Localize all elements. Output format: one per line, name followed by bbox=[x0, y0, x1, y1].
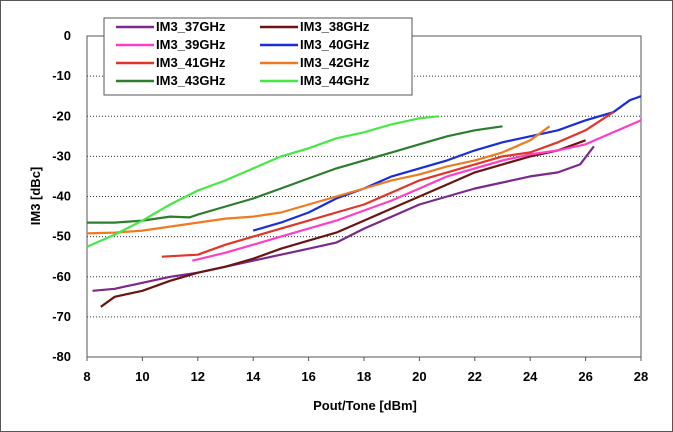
y-tick-label: 0 bbox=[64, 28, 71, 43]
series-line-im3-38ghz bbox=[100, 139, 586, 308]
y-tick-label: -50 bbox=[52, 229, 71, 244]
legend-label: IM3_40GHz bbox=[300, 37, 370, 52]
legend-label: IM3_38GHz bbox=[300, 19, 370, 34]
y-axis-title: IM3 [dBc] bbox=[28, 167, 43, 226]
y-tick-labels: 0 -10 -20 -30 -40 -50 -60 -70 -80 bbox=[52, 28, 71, 364]
x-tick-label: 28 bbox=[634, 369, 648, 384]
series-layer bbox=[86, 95, 642, 308]
series-line-im3-41ghz bbox=[161, 111, 614, 258]
y-tick-label: -30 bbox=[52, 148, 71, 163]
y-tick-label: -10 bbox=[52, 68, 71, 83]
x-tick-label: 12 bbox=[191, 369, 205, 384]
y-tick-label: -40 bbox=[52, 189, 71, 204]
x-axis-title: Pout/Tone [dBm] bbox=[313, 398, 417, 413]
x-tick-label: 14 bbox=[246, 369, 261, 384]
legend-label: IM3_43GHz bbox=[156, 73, 226, 88]
series-line-im3-40ghz bbox=[252, 95, 642, 232]
series-line-im3-42ghz bbox=[86, 125, 551, 235]
x-tick-labels: 8 10 12 14 16 18 20 22 24 26 28 bbox=[83, 357, 648, 384]
x-tick-label: 18 bbox=[357, 369, 371, 384]
x-tick-label: 24 bbox=[523, 369, 538, 384]
x-tick-label: 26 bbox=[578, 369, 592, 384]
legend-box bbox=[103, 17, 413, 96]
y-tick-label: -20 bbox=[52, 108, 71, 123]
x-tick-label: 22 bbox=[468, 369, 482, 384]
legend-label: IM3_44GHz bbox=[300, 73, 370, 88]
legend-label: IM3_37GHz bbox=[156, 19, 226, 34]
series-line-im3-43ghz bbox=[87, 125, 503, 224]
legend-label: IM3_41GHz bbox=[156, 55, 226, 70]
series-line-im3-39ghz bbox=[192, 119, 642, 262]
series-line-im3-37ghz bbox=[92, 145, 595, 292]
y-tick-label: -60 bbox=[52, 269, 71, 284]
legend: IM3_37GHz IM3_38GHz IM3_39GHz IM3_40GHz IM3_… bbox=[103, 17, 413, 96]
x-tick-label: 16 bbox=[301, 369, 315, 384]
series-line-im3-44ghz bbox=[86, 115, 439, 248]
x-tick-label: 10 bbox=[135, 369, 149, 384]
y-tick-label: -80 bbox=[52, 349, 71, 364]
x-tick-label: 8 bbox=[83, 369, 90, 384]
legend-label: IM3_39GHz bbox=[156, 37, 226, 52]
y-tick-label: -70 bbox=[52, 309, 71, 324]
x-tick-label: 20 bbox=[412, 369, 426, 384]
legend-label: IM3_42GHz bbox=[300, 55, 370, 70]
